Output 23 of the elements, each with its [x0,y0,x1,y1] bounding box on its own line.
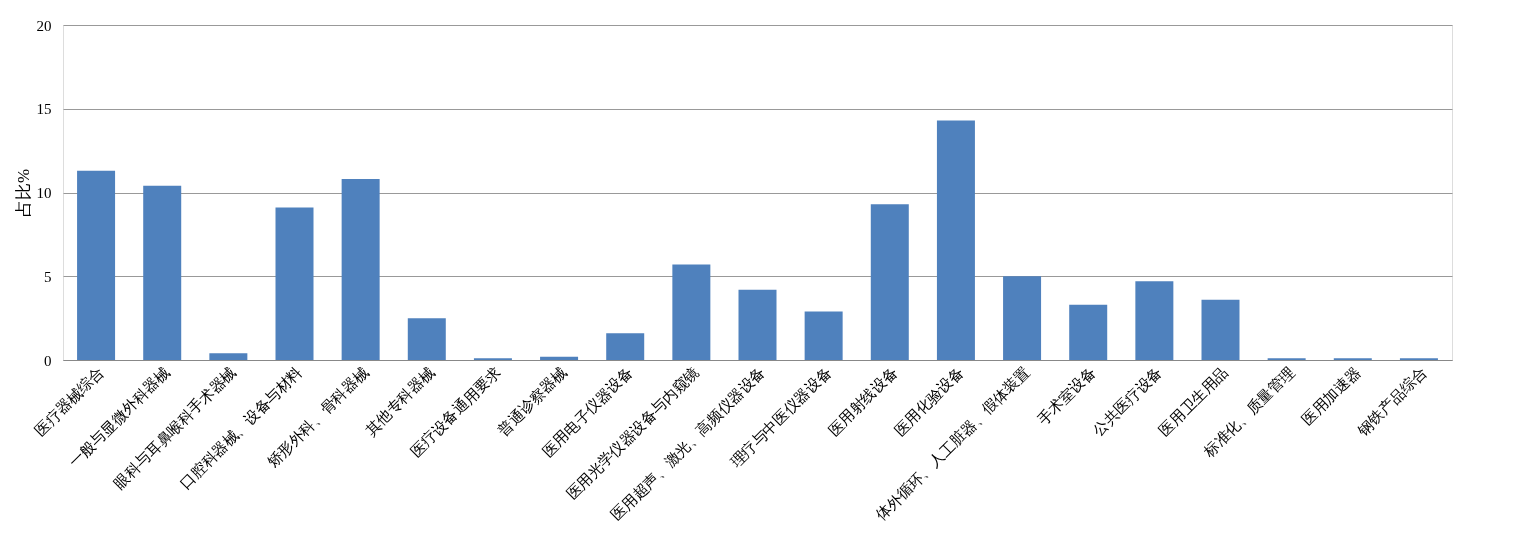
bar [209,353,248,360]
bar [407,318,446,360]
y-tick-label: 5 [44,268,52,285]
bar [143,185,182,360]
y-tick-label: 20 [36,17,52,34]
bar [1003,276,1042,360]
bar [606,333,645,360]
y-tick-label: 0 [44,352,52,369]
bar [341,179,380,360]
bar [1069,304,1108,360]
bar [672,264,711,360]
bar [870,204,909,360]
bar [738,289,777,360]
y-axis-title: 占比% [13,168,33,218]
bar [936,120,975,360]
bar [77,170,116,360]
bar [1201,299,1240,360]
bar [540,356,579,360]
y-tick-label: 15 [36,101,52,118]
bar [804,311,843,360]
bar [275,207,314,360]
bar [1135,281,1174,360]
y-tick-label: 10 [36,185,52,201]
